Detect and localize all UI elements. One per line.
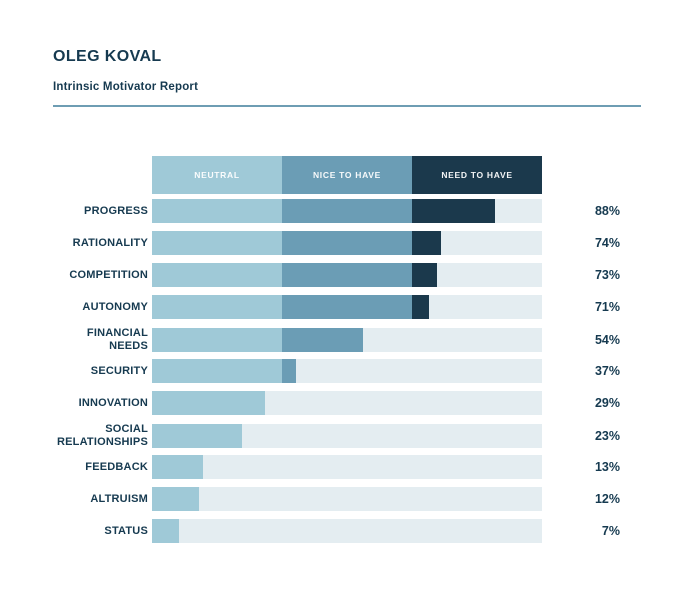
row-label: INNOVATION bbox=[78, 396, 148, 409]
row-value: 73% bbox=[594, 268, 620, 282]
row-label: RATIONALITY bbox=[72, 236, 148, 249]
row-label: AUTONOMY bbox=[82, 300, 148, 313]
bar-segment-neutral bbox=[152, 519, 180, 543]
row-label: STATUS bbox=[104, 524, 148, 537]
bar-segment-nice-to-have bbox=[281, 263, 412, 287]
row-value: 13% bbox=[594, 460, 620, 474]
chart-row-financial-needs: FINANCIAL NEEDS 54% bbox=[53, 327, 641, 352]
chart-row-autonomy: AUTONOMY 71% bbox=[53, 295, 641, 319]
bar-segment-neutral bbox=[152, 199, 282, 223]
bar-segment-nice-to-have bbox=[281, 327, 363, 352]
row-label: SOCIAL RELATIONSHIPS bbox=[56, 423, 148, 448]
row-value: 88% bbox=[594, 204, 620, 218]
bar-segment-nice-to-have bbox=[281, 199, 412, 223]
chart-row-status: STATUS 7% bbox=[53, 519, 641, 543]
bar-segment-neutral bbox=[152, 231, 282, 255]
legend-nice-to-have: NICE TO HAVE bbox=[282, 156, 412, 194]
chart-legend: NEUTRAL NICE TO HAVE NEED TO HAVE bbox=[53, 156, 641, 194]
row-value: 74% bbox=[594, 236, 620, 250]
legend-neutral: NEUTRAL bbox=[152, 156, 282, 194]
row-value: 71% bbox=[594, 300, 620, 314]
row-value: 37% bbox=[594, 364, 620, 378]
bar-segment-need-to-have bbox=[412, 263, 437, 287]
chart-row-innovation: INNOVATION 29% bbox=[53, 391, 641, 415]
row-value: 12% bbox=[594, 492, 620, 506]
bar-segment-need-to-have bbox=[412, 199, 496, 223]
row-value: 7% bbox=[601, 524, 620, 538]
chart-row-security: SECURITY 37% bbox=[53, 359, 641, 383]
bar-track bbox=[152, 423, 542, 448]
bar-track bbox=[152, 487, 542, 511]
bar-segment-neutral bbox=[152, 263, 282, 287]
header-divider bbox=[53, 105, 641, 107]
row-label: SECURITY bbox=[90, 364, 148, 377]
chart-row-rationality: RATIONALITY 74% bbox=[53, 231, 641, 255]
bar-track bbox=[152, 231, 542, 255]
chart-row-feedback: FEEDBACK 13% bbox=[53, 455, 641, 479]
chart-row-competition: COMPETITION 73% bbox=[53, 263, 641, 287]
row-value: 54% bbox=[594, 332, 620, 347]
bar-segment-neutral bbox=[152, 295, 282, 319]
bar-segment-neutral bbox=[152, 391, 266, 415]
bar-track bbox=[152, 519, 542, 543]
legend-need-to-have: NEED TO HAVE bbox=[412, 156, 542, 194]
bar-track bbox=[152, 263, 542, 287]
bar-track bbox=[152, 295, 542, 319]
motivator-bar-chart: NEUTRAL NICE TO HAVE NEED TO HAVE PROGRE… bbox=[53, 156, 641, 543]
row-value: 29% bbox=[594, 396, 620, 410]
bar-segment-nice-to-have bbox=[281, 359, 297, 383]
bar-segment-neutral bbox=[152, 423, 242, 448]
chart-row-social-relationships: SOCIAL RELATIONSHIPS 23% bbox=[53, 423, 641, 448]
row-value: 23% bbox=[594, 428, 620, 443]
bar-segment-neutral bbox=[152, 327, 282, 352]
row-label: ALTRUISM bbox=[90, 492, 148, 505]
bar-track bbox=[152, 199, 542, 223]
row-label: FEEDBACK bbox=[85, 460, 148, 473]
bar-track bbox=[152, 391, 542, 415]
report-page: OLEG KOVAL Intrinsic Motivator Report NE… bbox=[53, 48, 641, 543]
bar-segment-neutral bbox=[152, 487, 199, 511]
page-subtitle: Intrinsic Motivator Report bbox=[53, 81, 199, 93]
bar-segment-neutral bbox=[152, 455, 203, 479]
bar-track bbox=[152, 327, 542, 352]
page-title: OLEG KOVAL bbox=[53, 48, 162, 65]
chart-row-progress: PROGRESS 88% bbox=[53, 199, 641, 223]
bar-segment-neutral bbox=[152, 359, 282, 383]
row-label: FINANCIAL NEEDS bbox=[86, 327, 148, 352]
chart-row-altruism: ALTRUISM 12% bbox=[53, 487, 641, 511]
legend-band: NEUTRAL NICE TO HAVE NEED TO HAVE bbox=[152, 156, 542, 194]
row-label: COMPETITION bbox=[69, 268, 148, 281]
bar-segment-need-to-have bbox=[412, 231, 441, 255]
bar-track bbox=[152, 359, 542, 383]
bar-segment-nice-to-have bbox=[281, 295, 412, 319]
bar-segment-nice-to-have bbox=[281, 231, 412, 255]
bar-track bbox=[152, 455, 542, 479]
bar-segment-need-to-have bbox=[412, 295, 429, 319]
chart-rows: PROGRESS 88% RATIONALITY 74% COMPETITION 73% A… bbox=[53, 199, 641, 543]
row-label: PROGRESS bbox=[84, 204, 148, 217]
